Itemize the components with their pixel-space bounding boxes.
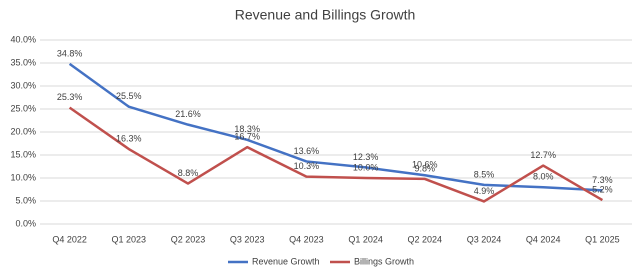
- data-label: 10.0%: [353, 162, 379, 172]
- data-label: 18.3%: [234, 124, 260, 134]
- y-tick-label: 40.0%: [10, 34, 36, 44]
- data-label: 25.3%: [57, 92, 83, 102]
- series-line: [68, 106, 604, 203]
- y-tick-label: 15.0%: [10, 149, 36, 159]
- x-tick-label: Q4 2022: [52, 234, 87, 244]
- y-tick-label: 5.0%: [15, 195, 36, 205]
- y-tick-label: 30.0%: [10, 80, 36, 90]
- series-line: [68, 62, 603, 192]
- data-label: 13.6%: [294, 146, 320, 156]
- data-label: 10.6%: [412, 160, 438, 170]
- data-label: 5.2%: [592, 184, 613, 194]
- data-label: 21.6%: [175, 109, 201, 119]
- x-tick-label: Q4 2023: [289, 234, 324, 244]
- x-tick-label: Q2 2023: [171, 234, 206, 244]
- y-tick-label: 0.0%: [15, 218, 36, 228]
- y-tick-label: 10.0%: [10, 172, 36, 182]
- chart-title: Revenue and Billings Growth: [235, 7, 416, 23]
- data-label: 8.8%: [178, 168, 199, 178]
- data-label: 12.7%: [530, 150, 556, 160]
- x-tick-label: Q3 2024: [467, 234, 502, 244]
- data-label: 16.7%: [234, 132, 260, 142]
- data-label: 25.5%: [116, 91, 142, 101]
- data-label: 12.3%: [353, 152, 379, 162]
- y-tick-label: 25.0%: [10, 103, 36, 113]
- x-tick-label: Q3 2023: [230, 234, 265, 244]
- legend-label: Revenue Growth: [252, 256, 320, 266]
- data-label: 4.9%: [474, 186, 495, 196]
- x-tick-label: Q2 2024: [408, 234, 443, 244]
- y-tick-label: 20.0%: [10, 126, 36, 136]
- data-label: 8.0%: [533, 172, 554, 182]
- data-label: 8.5%: [474, 169, 495, 179]
- x-tick-label: Q1 2024: [348, 234, 383, 244]
- x-tick-label: Q4 2024: [526, 234, 561, 244]
- data-label: 10.3%: [294, 161, 320, 171]
- x-tick-label: Q1 2025: [585, 234, 620, 244]
- data-label: 7.3%: [592, 175, 613, 185]
- x-tick-label: Q1 2023: [112, 234, 147, 244]
- data-label: 16.3%: [116, 133, 142, 143]
- y-tick-label: 35.0%: [10, 57, 36, 67]
- data-label: 34.8%: [57, 48, 83, 58]
- data-label: 9.8%: [415, 163, 436, 173]
- legend-label: Billings Growth: [354, 256, 414, 266]
